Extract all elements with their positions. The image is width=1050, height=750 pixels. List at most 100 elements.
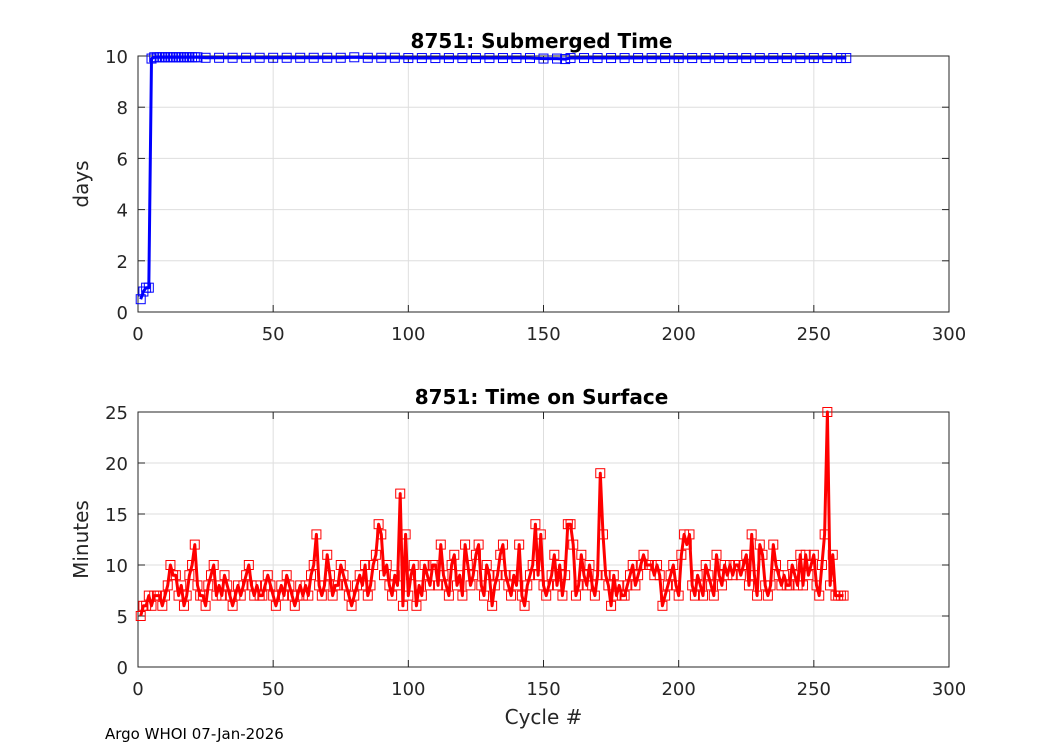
chart2-xtick-label: 300 <box>932 679 966 700</box>
chart2-data-point <box>246 580 257 591</box>
chart2-data-point <box>414 580 425 591</box>
chart2-data-point <box>379 570 390 581</box>
chart1-data-point <box>241 52 252 63</box>
chart1-xtick-label: 50 <box>262 324 285 345</box>
chart1-data-point <box>322 52 333 63</box>
chart2-data-point <box>795 549 806 560</box>
chart2-data-point <box>554 560 565 570</box>
chart2-data-point <box>143 590 154 601</box>
chart1-data-point <box>416 53 427 64</box>
chart1-data-point <box>254 52 265 63</box>
chart2-data-point <box>752 590 763 601</box>
chart1-data-point <box>362 52 373 63</box>
chart2-data-point <box>741 549 752 560</box>
chart2-data-point <box>560 570 571 581</box>
chart2-data-point <box>449 549 460 560</box>
chart2-data-point <box>362 590 373 601</box>
chart2-data-point <box>541 590 552 601</box>
chart2-data-point <box>581 580 592 591</box>
chart2-data-point <box>181 590 192 601</box>
chart2-data-point <box>814 590 825 601</box>
chart2-data-point <box>595 468 606 479</box>
chart2-data-point <box>227 600 238 611</box>
chart2-data-point <box>208 560 219 570</box>
chart2-data-point <box>233 580 244 591</box>
chart1-data-point <box>497 53 508 64</box>
chart1-data-point <box>135 294 146 305</box>
chart2-data-point <box>549 549 560 560</box>
chart2-data-point <box>433 580 444 591</box>
chart2-data-point <box>397 600 408 611</box>
chart2-data-point <box>587 580 598 591</box>
chart2-data-point <box>584 560 595 570</box>
chart2-data-point <box>192 580 203 591</box>
chart2-data-point <box>324 570 335 581</box>
chart2-data-point <box>825 580 836 591</box>
chart2-data-point <box>370 549 381 560</box>
chart1-ytick-label: 2 <box>117 252 128 273</box>
chart2-data-point <box>395 488 406 499</box>
chart2-data-point <box>522 580 533 591</box>
chart2-data-point <box>619 590 630 601</box>
chart2-data-point <box>424 580 435 591</box>
chart1-axes-box <box>137 55 950 313</box>
chart2-data-point <box>381 560 392 570</box>
chart1-data-point <box>592 53 603 64</box>
chart2-data-point <box>265 580 276 591</box>
chart2-data-point <box>792 580 803 591</box>
chart2-data-point <box>322 549 333 560</box>
chart2-data-point <box>270 600 281 611</box>
chart2-data-point <box>211 590 222 601</box>
chart2-data-point <box>633 570 644 581</box>
chart1-data-point <box>727 53 738 64</box>
chart1-xtick-label: 300 <box>932 324 966 345</box>
chart2-data-point <box>798 580 809 591</box>
chart1-data-point <box>538 53 549 64</box>
chart2-data-point <box>162 580 173 591</box>
chart2-data-point <box>784 580 795 591</box>
chart2-data-point <box>708 590 719 601</box>
chart1-data-point <box>308 52 319 63</box>
chart2-data-point <box>268 590 279 601</box>
chart1-data-point <box>227 52 238 63</box>
chart2-data-point <box>819 529 830 540</box>
chart1-xtick-label: 200 <box>661 324 695 345</box>
chart2-data-point <box>284 580 295 591</box>
chart2-data-point <box>230 590 241 601</box>
chart2-data-point <box>692 570 703 581</box>
chart1-ytick-label: 10 <box>105 47 128 68</box>
chart2-data-point <box>735 570 746 581</box>
chart2-data-point <box>481 560 492 570</box>
chart2-data-point <box>706 580 717 591</box>
chart2-data-point <box>308 560 319 570</box>
chart2-data-point <box>276 580 287 591</box>
chart2-data-point <box>365 580 376 591</box>
chart2-ytick-label: 10 <box>105 556 128 577</box>
chart2-data-point <box>638 549 649 560</box>
chart2-data-point <box>319 580 330 591</box>
chart1-data-point <box>565 53 576 64</box>
chart2-data-point <box>333 580 344 591</box>
chart2-data-point <box>295 580 306 591</box>
chart2-data-point <box>765 580 776 591</box>
chart1-data-point <box>714 53 725 64</box>
chart2-data-point <box>343 590 354 601</box>
chart2-data-point <box>711 549 722 560</box>
chart1-xtick-label: 0 <box>132 324 143 345</box>
chart2-data-point <box>722 570 733 581</box>
chart2-data-point <box>808 549 819 560</box>
chart1-ytick-label: 4 <box>117 201 128 222</box>
chart2-data-point <box>676 549 687 560</box>
chart2-ytick-label: 15 <box>105 505 128 526</box>
chart2-data-point <box>803 570 814 581</box>
chart1-data-point <box>841 53 852 64</box>
chart1-ytick-label: 8 <box>117 98 128 119</box>
chart2-data-point <box>360 560 371 570</box>
chart2-data-point <box>668 560 679 570</box>
chart2-data-point <box>487 600 498 611</box>
chart2-data-point <box>351 580 362 591</box>
chart2-data-point <box>387 590 398 601</box>
chart2-data-point <box>535 529 546 540</box>
chart2-data-point <box>611 590 622 601</box>
chart2-data-point <box>422 570 433 581</box>
